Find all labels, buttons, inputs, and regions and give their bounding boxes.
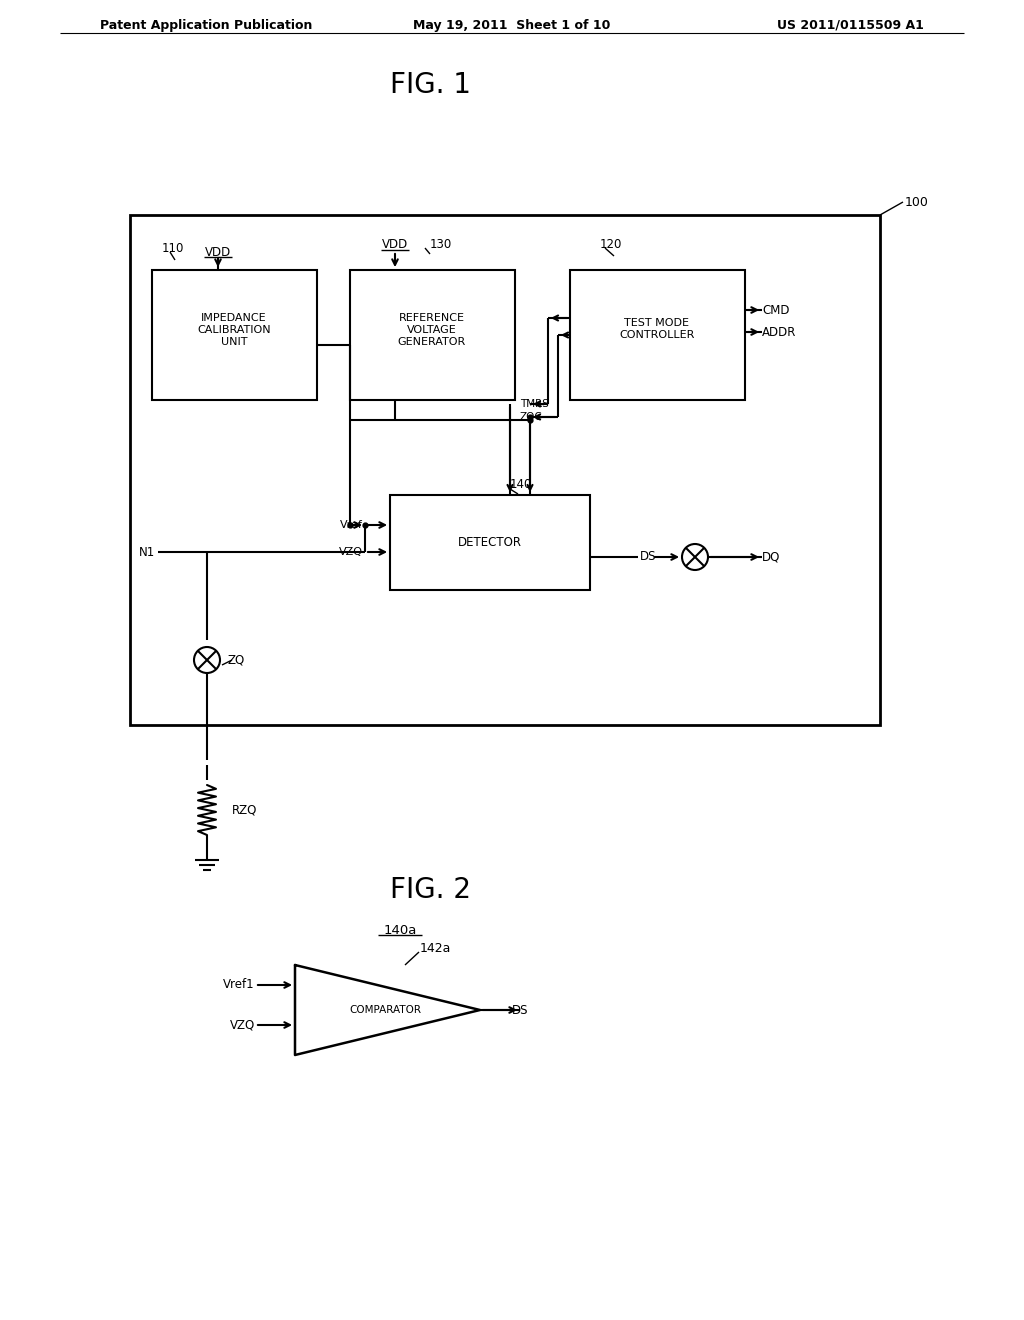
Text: IMPEDANCE: IMPEDANCE bbox=[201, 313, 267, 323]
Text: US 2011/0115509 A1: US 2011/0115509 A1 bbox=[777, 18, 924, 32]
Text: COMPARATOR: COMPARATOR bbox=[349, 1005, 421, 1015]
Text: GENERATOR: GENERATOR bbox=[398, 337, 466, 347]
Text: UNIT: UNIT bbox=[221, 337, 247, 347]
Bar bbox=[390, 495, 590, 590]
Text: DS: DS bbox=[512, 1003, 528, 1016]
Text: 140a: 140a bbox=[383, 924, 417, 936]
Text: FIG. 1: FIG. 1 bbox=[389, 71, 470, 99]
Text: VOLTAGE: VOLTAGE bbox=[408, 325, 457, 335]
Text: Vref: Vref bbox=[340, 520, 362, 531]
Text: DETECTOR: DETECTOR bbox=[458, 536, 522, 549]
Text: 140: 140 bbox=[510, 479, 532, 491]
Text: 130: 130 bbox=[430, 239, 453, 252]
Text: 142a: 142a bbox=[420, 941, 452, 954]
Text: DS: DS bbox=[640, 550, 656, 564]
Text: FIG. 2: FIG. 2 bbox=[389, 876, 470, 904]
Bar bbox=[570, 271, 745, 400]
Text: 100: 100 bbox=[905, 195, 929, 209]
Text: CMD: CMD bbox=[762, 304, 790, 317]
Text: ZQC: ZQC bbox=[520, 412, 543, 422]
Text: Patent Application Publication: Patent Application Publication bbox=[100, 18, 312, 32]
Text: Vref1: Vref1 bbox=[223, 978, 255, 991]
Text: TEST MODE: TEST MODE bbox=[625, 318, 689, 327]
Text: May 19, 2011  Sheet 1 of 10: May 19, 2011 Sheet 1 of 10 bbox=[414, 18, 610, 32]
Text: ADDR: ADDR bbox=[762, 326, 797, 338]
Text: 110: 110 bbox=[162, 242, 184, 255]
Text: CONTROLLER: CONTROLLER bbox=[620, 330, 694, 341]
Text: RZQ: RZQ bbox=[232, 804, 257, 817]
Bar bbox=[350, 271, 515, 400]
Text: VDD: VDD bbox=[205, 246, 231, 259]
Text: DQ: DQ bbox=[762, 550, 780, 564]
Text: TMRS: TMRS bbox=[520, 399, 549, 409]
Text: REFERENCE: REFERENCE bbox=[399, 313, 465, 323]
Bar bbox=[152, 271, 317, 400]
Text: ZQ: ZQ bbox=[228, 653, 246, 667]
Text: VZQ: VZQ bbox=[339, 546, 362, 557]
Text: 120: 120 bbox=[600, 239, 623, 252]
Text: CALIBRATION: CALIBRATION bbox=[198, 325, 270, 335]
Text: VDD: VDD bbox=[382, 239, 409, 252]
Text: VZQ: VZQ bbox=[229, 1019, 255, 1031]
Bar bbox=[130, 215, 880, 725]
Text: N1: N1 bbox=[138, 545, 155, 558]
